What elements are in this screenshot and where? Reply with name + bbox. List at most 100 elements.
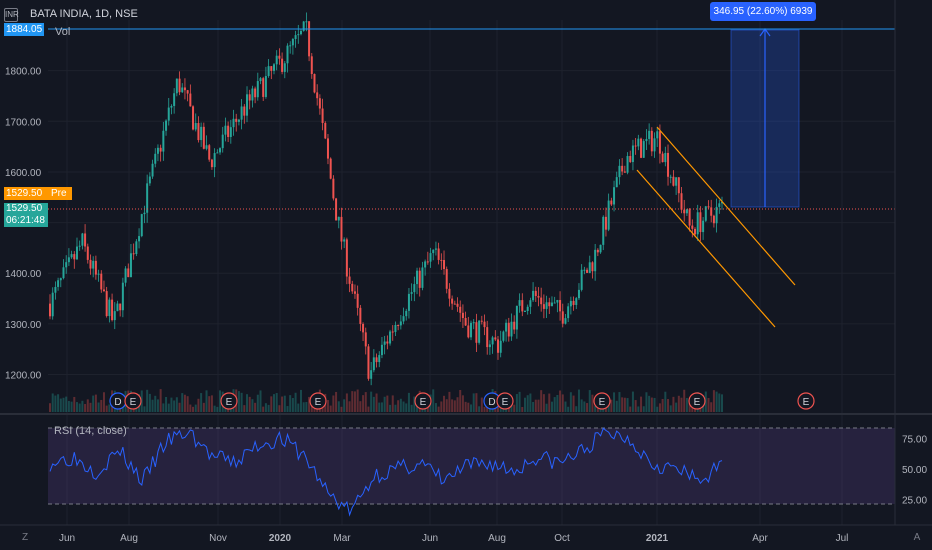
candle-body: [194, 123, 197, 130]
candle-body: [475, 322, 478, 343]
volume-bar: [521, 406, 524, 412]
candle-body: [148, 176, 151, 184]
candle-body: [227, 125, 230, 137]
volume-label[interactable]: Vol: [55, 26, 71, 38]
candle-body: [491, 337, 494, 345]
volume-bar: [586, 403, 589, 412]
candle-body: [426, 261, 429, 263]
volume-bar: [305, 402, 308, 412]
candle-body: [313, 73, 316, 93]
volume-bar: [89, 402, 92, 412]
candle-body: [416, 270, 419, 285]
volume-bar: [275, 393, 278, 412]
currency-badge[interactable]: INR: [4, 8, 19, 22]
candle-body: [337, 216, 340, 221]
volume-bar: [445, 399, 448, 412]
candle-body: [523, 311, 526, 313]
volume-bar: [467, 402, 470, 412]
candle-body: [129, 253, 132, 278]
candle-body: [715, 206, 718, 224]
candle-body: [170, 105, 173, 108]
rsi-label[interactable]: RSI (14, close): [54, 425, 127, 437]
volume-bar: [650, 397, 653, 412]
time-axis[interactable]: Jun Aug Nov 2020 Mar Jun Aug Oct 2021 Apr Jul: [59, 533, 848, 544]
candle-body: [175, 78, 178, 94]
volume-bar: [364, 392, 367, 412]
volume-bar: [237, 391, 240, 412]
candle-body: [480, 320, 483, 322]
candle-body: [577, 289, 580, 299]
volume-bar: [216, 406, 219, 412]
volume-bar: [270, 396, 273, 412]
volume-bar: [405, 403, 408, 412]
volume-bar: [84, 404, 87, 412]
symbol-title[interactable]: BATA INDIA, 1D, NSE: [30, 8, 138, 20]
volume-bar: [156, 399, 159, 412]
volume-bar: [591, 394, 594, 412]
auto-scale-button[interactable]: A: [913, 532, 921, 543]
candle-body: [294, 35, 297, 40]
candle-body: [51, 292, 54, 317]
earnings-marker-letter: E: [315, 397, 322, 408]
candle-body: [650, 130, 653, 152]
volume-bar: [440, 401, 443, 412]
volume-bar: [710, 402, 713, 412]
candle-body: [318, 98, 321, 109]
earnings-marker[interactable]: E: [496, 392, 514, 410]
volume-bar: [362, 395, 365, 412]
volume-bar: [186, 396, 189, 412]
candle-body: [621, 165, 624, 172]
candle-body: [243, 106, 246, 116]
volume-bar: [523, 397, 526, 412]
volume-bar: [534, 399, 537, 412]
earnings-marker[interactable]: D: [483, 392, 501, 410]
volume-bar: [613, 392, 616, 412]
rsi-axis[interactable]: 75.00 50.00 25.00: [902, 434, 927, 506]
candle-body: [424, 261, 427, 268]
candle-body: [173, 93, 176, 106]
volume-bar: [459, 389, 462, 412]
volume-bar: [256, 394, 259, 412]
earnings-marker[interactable]: E: [797, 392, 815, 410]
volume-bar: [610, 399, 613, 412]
volume-bar: [518, 391, 521, 412]
measure-label[interactable]: 346.95 (22.60%) 6939: [710, 2, 816, 21]
earnings-marker[interactable]: E: [688, 392, 706, 410]
candle-body: [656, 131, 659, 139]
time-tick-label: Apr: [752, 533, 768, 544]
candle-body: [569, 300, 572, 307]
volume-bar: [615, 400, 618, 412]
candle-body: [308, 21, 311, 57]
candle-body: [685, 209, 688, 214]
volume-bar: [456, 397, 459, 412]
candle-body: [167, 107, 170, 121]
earnings-marker[interactable]: E: [414, 392, 432, 410]
candle-body: [618, 165, 621, 178]
channel-lower[interactable]: [636, 169, 776, 328]
earnings-marker[interactable]: D: [109, 392, 127, 410]
candle-body: [111, 299, 114, 321]
candle-body: [94, 260, 97, 275]
candle-body: [669, 176, 672, 178]
candle-body: [499, 340, 502, 353]
channel-upper[interactable]: [656, 126, 796, 286]
earnings-marker[interactable]: E: [309, 392, 327, 410]
earnings-marker[interactable]: E: [220, 392, 238, 410]
earnings-marker-letter: E: [803, 397, 810, 408]
candle-body: [89, 259, 92, 269]
candle-body: [712, 215, 715, 224]
earnings-marker[interactable]: E: [124, 392, 142, 410]
candle-body: [248, 94, 251, 101]
zoom-button[interactable]: Z: [21, 532, 29, 543]
earnings-marker[interactable]: E: [593, 392, 611, 410]
candle-body: [467, 325, 470, 338]
candle-body: [70, 254, 73, 258]
volume-bar: [162, 403, 165, 412]
candle-body: [432, 249, 435, 254]
candle-body: [162, 130, 165, 152]
volume-bar: [57, 394, 60, 412]
volume-bar: [550, 401, 553, 412]
candle-body: [124, 268, 127, 283]
